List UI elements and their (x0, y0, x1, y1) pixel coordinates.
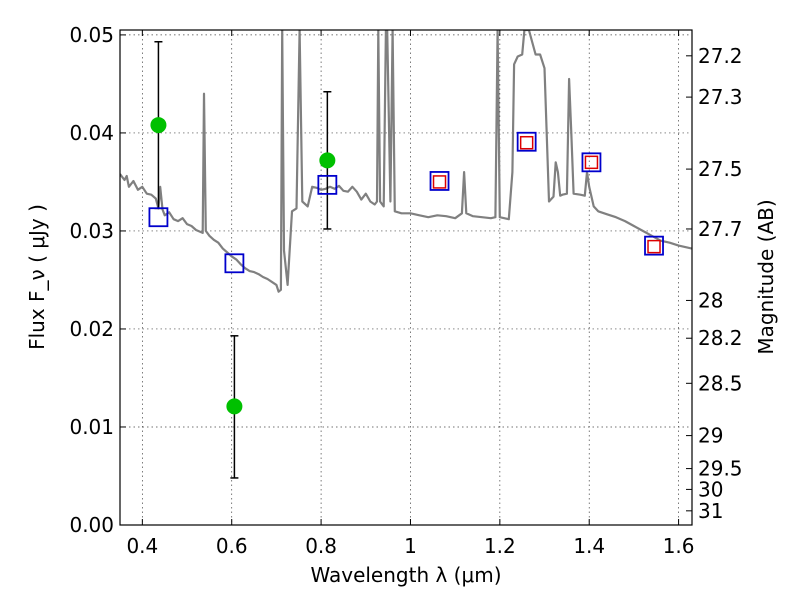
y2-tick-label: 29.5 (698, 457, 743, 481)
data-marks (148, 41, 664, 479)
y-tick-label: 0.02 (69, 317, 114, 341)
photometry-point-green (319, 152, 336, 169)
model-flux-square-blue (148, 207, 169, 228)
x-tick-label: 0.4 (126, 534, 158, 558)
y-tick-label: 0.01 (69, 415, 114, 439)
y2-tick-label: 28.5 (698, 371, 743, 395)
ticks: 0.4 0.6 0.8 1 1.2 1.4 1.6 0.00 0.01 0.02 0.03 0.04 0… (69, 23, 742, 558)
y2-tick-label: 31 (698, 499, 723, 523)
x-tick-label: 0.8 (305, 534, 337, 558)
model-flux-square-red (432, 175, 447, 189)
model-flux-square-blue (644, 235, 664, 256)
plot-background (120, 30, 692, 525)
x-tick-label: 0.6 (216, 534, 248, 558)
x-tick-label: 1.6 (663, 534, 695, 558)
sed-model-layer (120, 30, 692, 293)
y-axis-label: Flux F_ν ( μJy ) (25, 204, 49, 350)
x-tick-label: 1 (404, 534, 417, 558)
sed-model-line (120, 30, 692, 293)
y-tick-label: 0.04 (69, 121, 114, 145)
y-tick-label: 0.00 (69, 513, 114, 537)
model-flux-square-red (647, 239, 661, 254)
grid (120, 30, 692, 526)
photometry-point-green (226, 398, 243, 415)
y2-tick-label: 27.3 (698, 85, 743, 109)
x-axis-label: Wavelength λ (μm) (310, 563, 501, 587)
y2-tick-label: 27.5 (698, 157, 743, 181)
x-tick-label: 1.2 (484, 534, 516, 558)
y2-tick-label: 28 (698, 288, 723, 312)
y2-tick-label: 27.7 (698, 217, 743, 241)
model-flux-square-blue (516, 131, 537, 152)
photometry-point-green (150, 117, 167, 134)
model-flux-square-blue (224, 253, 245, 274)
model-flux-square-red (584, 155, 599, 170)
model-flux-square-blue (429, 171, 450, 191)
plot-frame (119, 29, 693, 526)
model-flux-square-blue (317, 174, 338, 195)
model-flux-square-blue (581, 152, 602, 173)
y2-tick-label: 27.2 (698, 44, 743, 68)
y-tick-label: 0.05 (69, 23, 114, 47)
model-flux-square-red (519, 135, 534, 150)
y2-tick-label: 29 (698, 424, 723, 448)
x-tick-label: 1.4 (573, 534, 605, 558)
y2-tick-label: 30 (698, 477, 723, 501)
y2-tick-label: 28.2 (698, 326, 743, 350)
y2-axis-label: Magnitude (AB) (754, 199, 778, 354)
y-tick-label: 0.03 (69, 219, 114, 243)
